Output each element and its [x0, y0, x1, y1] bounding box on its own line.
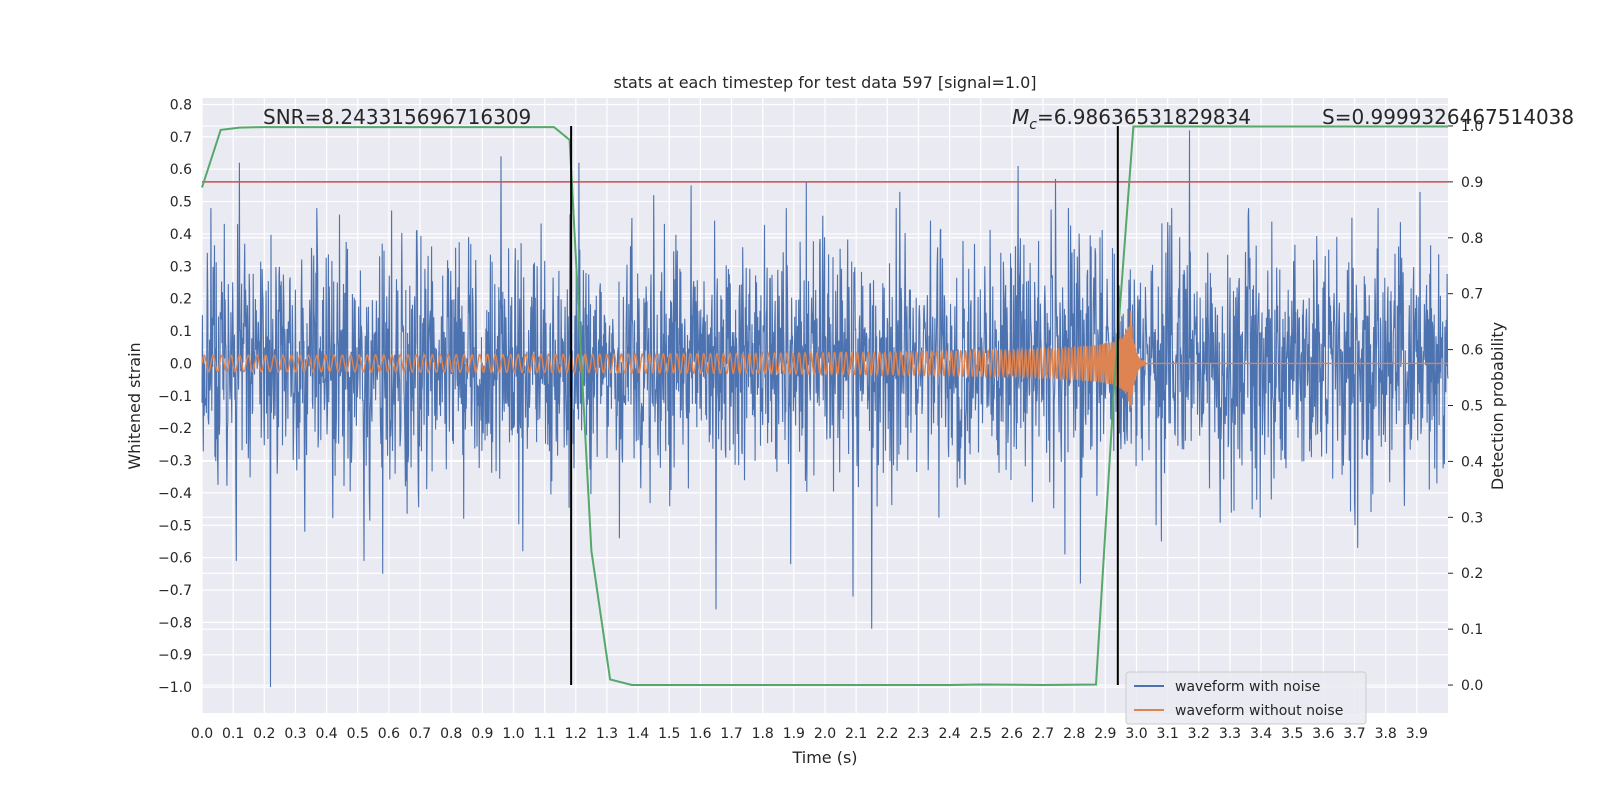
y-tick-label: −0.2	[158, 421, 192, 437]
x-tick-label: 2.6	[1001, 726, 1023, 742]
x-tick-label: 2.8	[1063, 726, 1085, 742]
x-tick-label: 1.6	[689, 726, 711, 742]
x-tick-label: 3.5	[1281, 726, 1303, 742]
y2-tick-label: 0.0	[1461, 678, 1483, 694]
series-waveform-without-noise	[201, 311, 1448, 408]
x-tick-label: 1.0	[502, 726, 524, 742]
x-tick-label: 0.9	[471, 726, 493, 742]
y-tick-label: −0.7	[158, 583, 192, 599]
y-tick-label: −0.5	[158, 518, 192, 534]
y-tick-label: −0.8	[158, 615, 192, 631]
chirp-mass-subscript: c	[1029, 117, 1037, 133]
x-tick-label: 1.2	[565, 726, 587, 742]
legend-label-clean: waveform without noise	[1175, 703, 1343, 719]
y2-tick-label: 0.6	[1461, 343, 1483, 359]
y2-tick-label: 0.5	[1461, 399, 1483, 415]
x-tick-label: 0.2	[253, 726, 275, 742]
x-axis-label: Time (s)	[791, 748, 857, 767]
y-tick-label: −1.0	[158, 680, 192, 696]
x-tick-label: 3.7	[1343, 726, 1365, 742]
chart-title: stats at each timestep for test data 597…	[613, 73, 1036, 92]
y-tick-label: 0.1	[170, 324, 192, 340]
x-tick-labels: 0.0 0.1 0.2 0.3 0.4 0.5 0.6 0.7 0.8 0.9 1.0 1.1 1.2 1…	[191, 726, 1428, 742]
y-tick-label: −0.4	[158, 486, 192, 502]
y2-tick-label: 0.9	[1461, 175, 1483, 191]
x-tick-label: 3.1	[1157, 726, 1179, 742]
x-tick-label: 2.9	[1094, 726, 1116, 742]
x-tick-label: 2.4	[938, 726, 960, 742]
x-tick-label: 3.4	[1250, 726, 1272, 742]
x-tick-label: 1.8	[752, 726, 774, 742]
chirp-mass-value: =6.98636531829834	[1037, 105, 1251, 129]
x-tick-label: 3.2	[1188, 726, 1210, 742]
y2-tick-label: 0.2	[1461, 566, 1483, 582]
y-tick-label: −0.1	[158, 389, 192, 405]
x-tick-label: 1.7	[720, 726, 742, 742]
x-tick-label: 3.9	[1406, 726, 1428, 742]
x-tick-label: 0.4	[315, 726, 337, 742]
legend-box	[1125, 671, 1367, 725]
legend: waveform with noise waveform without noi…	[1125, 671, 1367, 725]
chirp-mass-symbol: M	[1012, 105, 1029, 129]
x-tick-label: 1.9	[783, 726, 805, 742]
y-tick-label: 0.4	[170, 227, 192, 243]
y-tick-label: −0.3	[158, 454, 192, 470]
x-tick-label: 2.0	[814, 726, 836, 742]
y-tick-label: 0.5	[170, 195, 192, 211]
x-tick-label: 0.6	[378, 726, 400, 742]
y2-axis-label: Detection probability	[1488, 322, 1507, 490]
x-tick-label: 3.3	[1219, 726, 1241, 742]
y-tick-labels: 0.8 0.7 0.6 0.5 0.4 0.3 0.2 0.1 0.0 −0.1 −0.2 −0.3 −…	[158, 97, 192, 696]
x-tick-label: 2.5	[970, 726, 992, 742]
x-tick-label: 3.6	[1312, 726, 1334, 742]
x-tick-label: 2.7	[1032, 726, 1054, 742]
x-tick-label: 1.4	[627, 726, 649, 742]
y2-tick-label: 0.1	[1461, 622, 1483, 638]
y-tick-label: 0.6	[170, 162, 192, 178]
x-tick-label: 2.1	[845, 726, 867, 742]
plot-lines	[201, 125, 1449, 688]
x-tick-label: 0.0	[191, 726, 213, 742]
y-axis-label: Whitened strain	[125, 342, 144, 469]
x-tick-label: 0.3	[284, 726, 306, 742]
x-tick-label: 1.1	[534, 726, 556, 742]
x-tick-label: 3.0	[1125, 726, 1147, 742]
snr-annotation: SNR=8.243315696716309	[263, 105, 531, 129]
chirp-mass-annotation: Mc=6.98636531829834	[1012, 105, 1251, 133]
y-tick-label: 0.8	[170, 97, 192, 113]
series-waveform-with-noise	[201, 130, 1449, 688]
series-detection-probability	[201, 125, 1448, 687]
y-tick-label: −0.9	[158, 648, 192, 664]
y2-tick-label: 0.7	[1461, 287, 1483, 303]
legend-label-noise: waveform with noise	[1175, 679, 1320, 695]
y-tick-label: 0.3	[170, 259, 192, 275]
x-tick-label: 2.3	[907, 726, 929, 742]
y-tick-label: 0.2	[170, 292, 192, 308]
y-tick-label: 0.0	[170, 356, 192, 372]
y2-tick-labels: 1.0 0.9 0.8 0.7 0.6 0.5 0.4 0.3 0.2 0.1 0.0	[1448, 119, 1483, 694]
x-tick-label: 0.5	[347, 726, 369, 742]
x-tick-label: 0.1	[222, 726, 244, 742]
x-tick-label: 2.2	[876, 726, 898, 742]
y2-tick-label: 1.0	[1461, 119, 1483, 135]
x-tick-label: 3.8	[1375, 726, 1397, 742]
y-tick-label: 0.7	[170, 130, 192, 146]
x-tick-label: 1.3	[596, 726, 618, 742]
detection-score-annotation: S=0.9999326467514038	[1322, 105, 1574, 129]
y-tick-label: −0.6	[158, 551, 192, 567]
x-tick-label: 1.5	[658, 726, 680, 742]
y2-tick-label: 0.4	[1461, 454, 1483, 470]
y2-tick-label: 0.3	[1461, 510, 1483, 526]
y2-tick-label: 0.8	[1461, 231, 1483, 247]
x-tick-label: 0.7	[409, 726, 431, 742]
x-tick-label: 0.8	[440, 726, 462, 742]
